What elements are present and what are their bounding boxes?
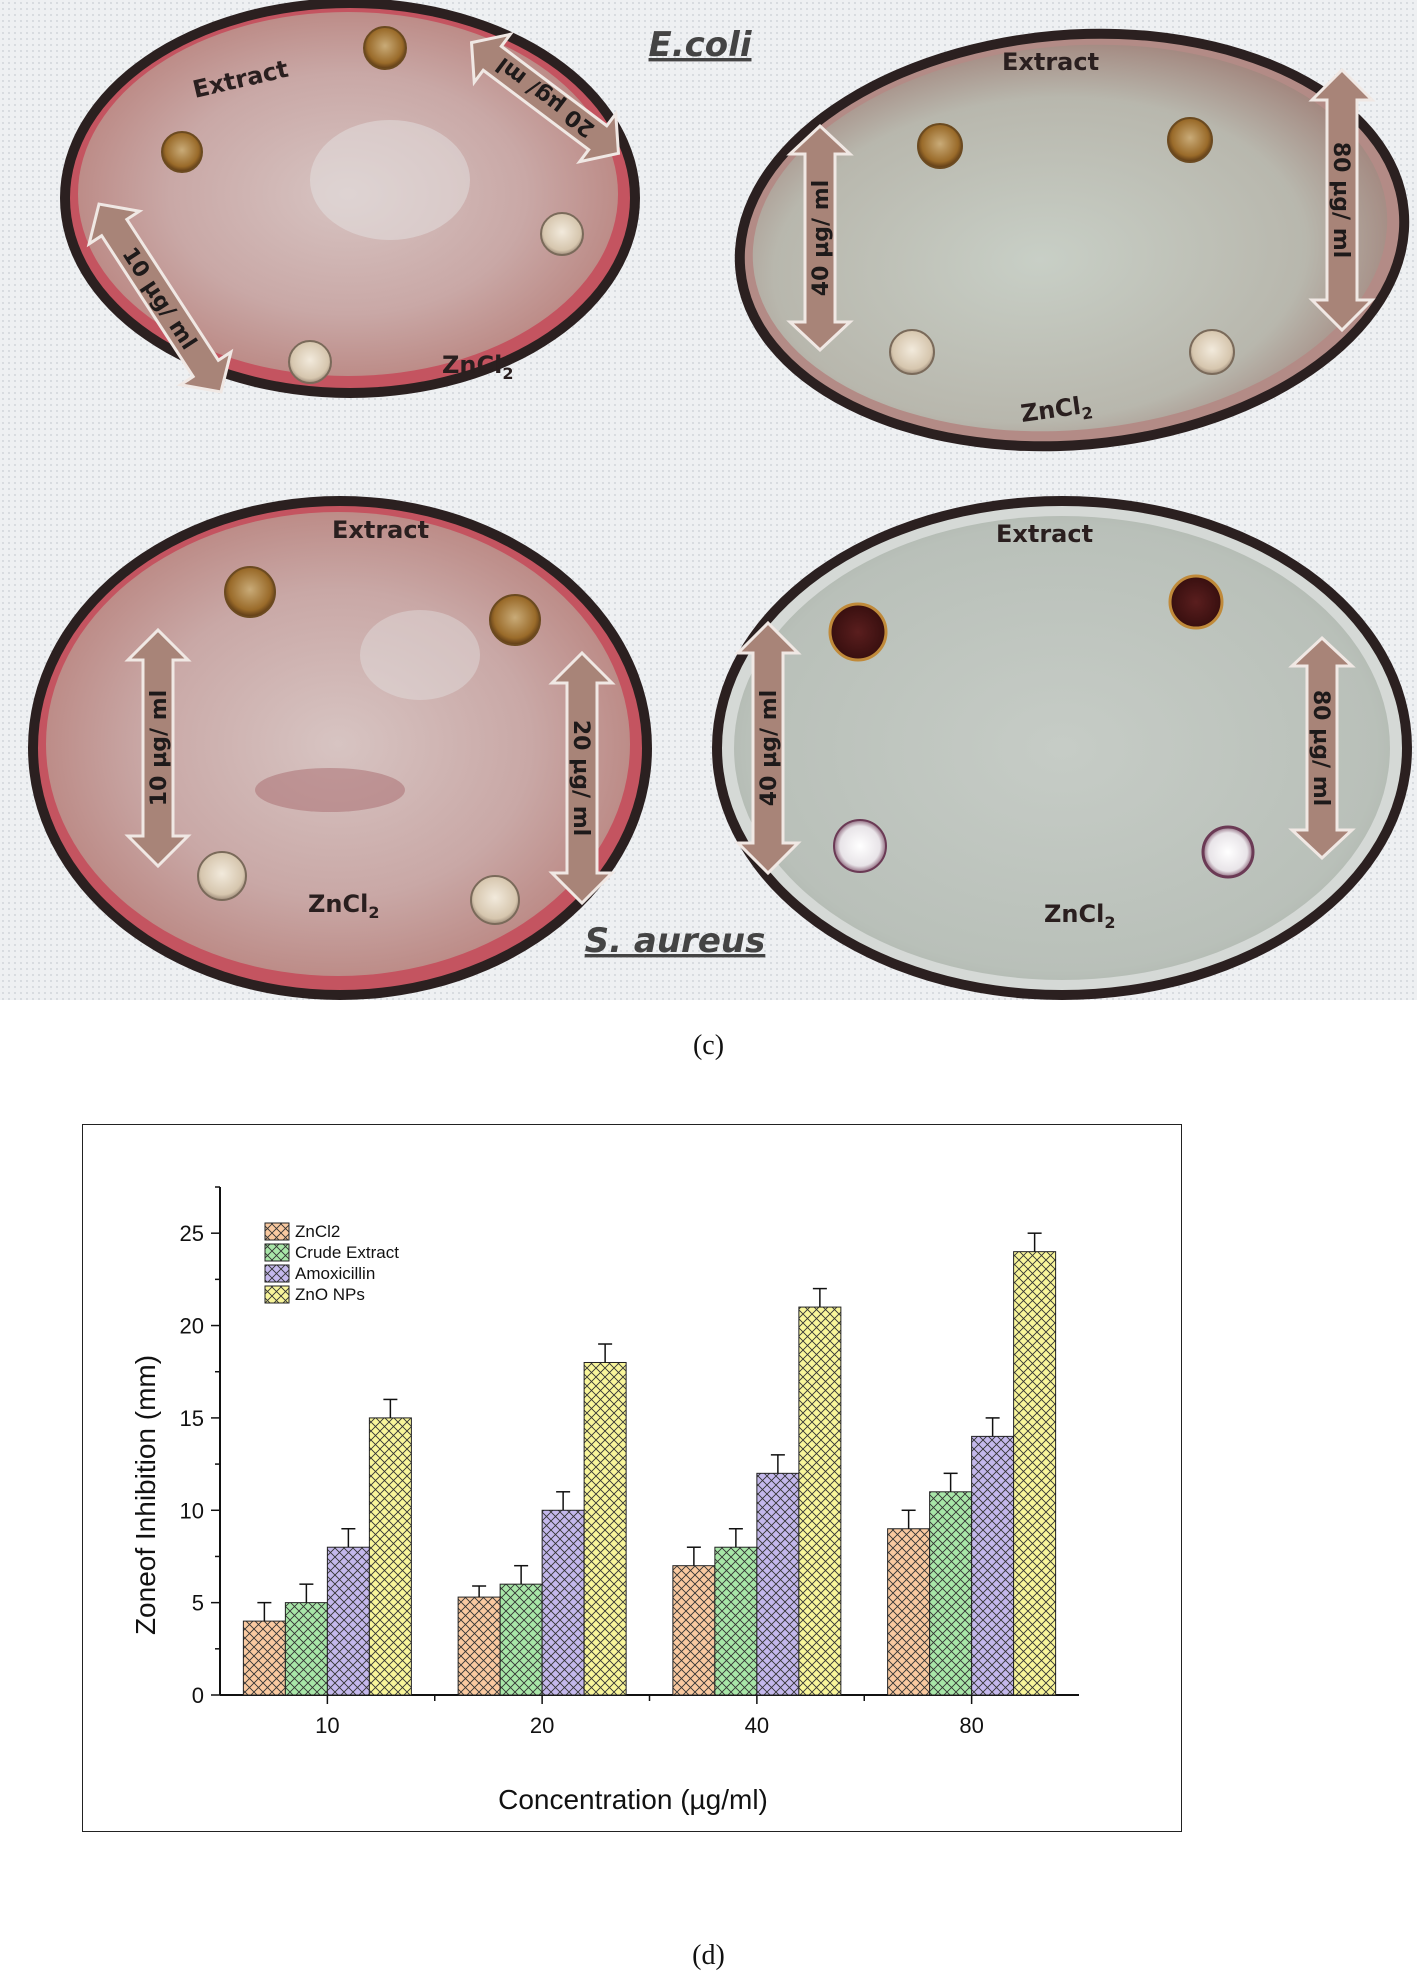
extract-label: Extract [996, 520, 1093, 548]
legend-swatch-hatch [264, 1243, 290, 1262]
bar-hatch [929, 1491, 973, 1696]
y-tick-label: 5 [192, 1591, 204, 1616]
conc-label-20: 20 µg/ ml [568, 720, 593, 836]
zncl2-label: ZnCl2 [1019, 390, 1094, 432]
extract-label: Extract [332, 516, 429, 544]
y-tick-label: 0 [192, 1683, 204, 1708]
y-tick-label: 15 [180, 1406, 204, 1431]
x-tick-label: 80 [959, 1713, 983, 1738]
x-tick-label: 20 [530, 1713, 554, 1738]
legend-swatch-hatch [264, 1222, 290, 1241]
bar-hatch [368, 1417, 412, 1696]
bar-hatch [499, 1583, 543, 1696]
legend-label: ZnCl2 [295, 1222, 340, 1241]
bar-chart: 0 5 10 15 20 25 10 20 40 80 ZnCl2 Crude Extract Amo… [130, 1186, 1079, 1815]
chart-legend: ZnCl2 Crude Extract Amoxicillin ZnO NPs [264, 1222, 399, 1304]
bar-hatch [714, 1546, 758, 1696]
bar-chart-frame: 0 5 10 15 20 25 10 20 40 80 ZnCl2 Crude Extract Amo… [82, 1124, 1182, 1832]
y-tick-label: 20 [180, 1314, 204, 1339]
conc-label-80: 80 µg/ ml [1308, 690, 1333, 806]
legend-label: Amoxicillin [295, 1264, 375, 1283]
zncl2-label: ZnCl2 [442, 351, 513, 383]
bar-hatch [798, 1306, 842, 1696]
legend-label: Crude Extract [295, 1243, 399, 1262]
petri-dish-ecoli-40-80: Extract ZnCl2 40 µg/ ml 80 µg/ ml [734, 28, 1410, 452]
x-tick-label: 40 [745, 1713, 769, 1738]
bar-hatch [756, 1472, 800, 1696]
bar-hatch [583, 1361, 627, 1696]
bar-hatch [541, 1509, 585, 1696]
bar-hatch [672, 1565, 716, 1696]
y-tick-label: 25 [180, 1221, 204, 1246]
y-axis-title: Zoneof Inhibition (mm) [130, 1355, 161, 1635]
petri-dish-saureus-40-80: Extract ZnCl2 40 µg/ ml 80 µg/ ml [712, 496, 1412, 1000]
petri-dish-ecoli-10-20: Extract ZnCl2 20 µg/ ml 10 µg/ ml [60, 0, 640, 398]
bar-hatch [326, 1546, 370, 1696]
legend-swatch-hatch [264, 1285, 290, 1304]
y-tick-label: 10 [180, 1498, 204, 1523]
extract-label: Extract [1002, 48, 1099, 76]
conc-label-40: 40 µg/ ml [757, 690, 782, 806]
x-tick-label: 10 [315, 1713, 339, 1738]
zncl2-label: ZnCl2 [1044, 900, 1115, 932]
legend-label: ZnO NPs [295, 1285, 365, 1304]
legend-swatch-hatch [264, 1264, 290, 1283]
x-axis-title: Concentration (µg/ml) [498, 1784, 768, 1815]
petri-dish-saureus-10-20: Extract ZnCl2 10 µg/ ml 20 µg/ ml [28, 496, 652, 1000]
bar-hatch [242, 1620, 286, 1696]
zncl2-label: ZnCl2 [308, 890, 379, 922]
panel-label-d: (d) [692, 1940, 725, 1971]
species-label-ecoli: E.coli [649, 25, 753, 65]
conc-label-10: 10 µg/ ml [147, 690, 172, 806]
bar-hatch [284, 1602, 328, 1696]
bar-hatch [887, 1528, 931, 1696]
bar-hatch [971, 1435, 1015, 1696]
petri-dish-photo-panel: Extract ZnCl2 20 µg/ ml 10 µg/ ml Extrac… [0, 0, 1417, 1000]
bar-hatch [457, 1596, 501, 1696]
conc-label-40: 40 µg/ ml [809, 180, 834, 296]
panel-label-c: (c) [692, 1030, 725, 1061]
bar-hatch [1013, 1251, 1057, 1696]
conc-label-80: 80 µg/ ml [1328, 142, 1353, 258]
species-label-saureus: S. aureus [585, 921, 766, 961]
